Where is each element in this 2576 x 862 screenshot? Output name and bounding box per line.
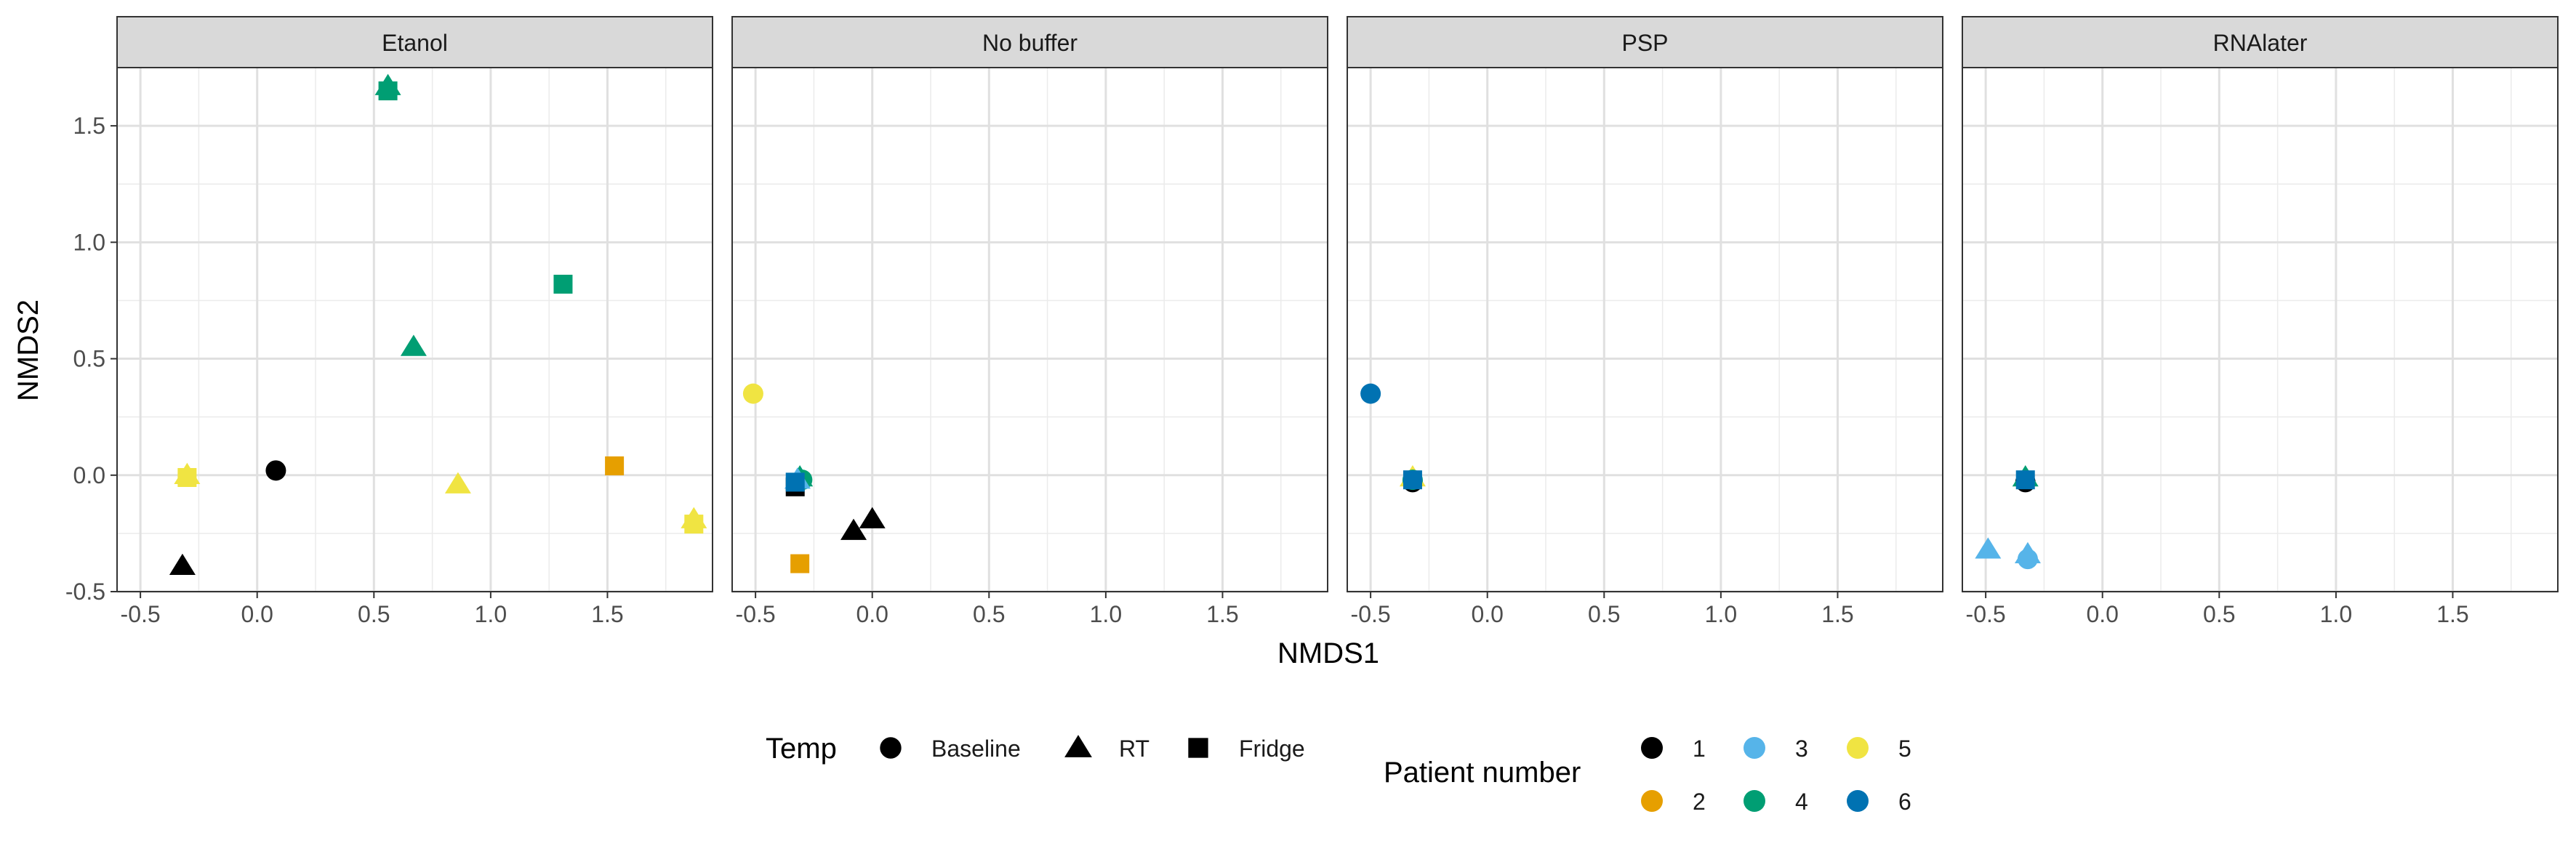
panel-background: [117, 68, 713, 592]
point-baseline-patient-6: [1360, 383, 1381, 404]
point-fridge-patient-2: [605, 456, 625, 475]
x-tick-label: 0.0: [1471, 601, 1503, 627]
legend-key-patient-6: [1847, 790, 1869, 812]
facet-strip: [1347, 16, 1943, 68]
x-tick-label: 0.5: [1588, 601, 1620, 627]
facet-strip-label: RNAlater: [2213, 30, 2308, 56]
x-tick-label: 0.5: [973, 601, 1005, 627]
x-tick-label: 1.5: [591, 601, 623, 627]
facet-strip: [731, 16, 1328, 68]
x-tick-label: 0.5: [2203, 601, 2235, 627]
panel-etanol: Etanol -0.5 0.0 0.5 1.0 1.5 -0.5 0.0 0.5 1.0 1.5: [65, 16, 713, 627]
color-legend-title: Patient number: [1384, 757, 1581, 789]
point-rt-patient-4: [400, 334, 427, 356]
point-fridge-patient-2: [790, 554, 810, 573]
axes-layer: NMDS1 NMDS2: [12, 299, 1379, 669]
x-tick-label: 0.0: [241, 601, 273, 627]
panel-rnalater: RNAlater -0.5 0.0 0.5 1.0 1.5: [1962, 16, 2559, 627]
legend-key-patient-4: [1744, 790, 1765, 812]
legend-key-patient-1: [1641, 737, 1663, 759]
legend-key-patient-3: [1744, 737, 1765, 759]
facet-strip-label: PSP: [1621, 30, 1668, 56]
legend-label-patient-5: 5: [1898, 736, 1911, 762]
x-tick-label: -0.5: [1966, 601, 2006, 627]
legend-key-patient-2: [1641, 790, 1663, 812]
x-tick-label: -0.5: [121, 601, 161, 627]
x-tick-label: -0.5: [1351, 601, 1391, 627]
legend-key-fridge: [1188, 738, 1208, 758]
point-rt-patient-1: [859, 507, 886, 528]
facet-strip-label: Etanol: [382, 30, 448, 56]
legend-label-patient-4: 4: [1795, 789, 1808, 815]
point-fridge-patient-6: [2015, 470, 2035, 490]
legend: Temp Patient number Baseline RT Fridge 1 2 3 4…: [766, 733, 1911, 815]
x-tick-label: 1.5: [1821, 601, 1853, 627]
point-rt-patient-5: [444, 472, 471, 494]
point-fridge-patient-6: [785, 472, 805, 492]
y-tick-label: 0.0: [73, 462, 105, 488]
legend-label-patient-2: 2: [1693, 789, 1706, 815]
panel-background: [1347, 68, 1943, 592]
shape-legend-title: Temp: [766, 733, 837, 765]
x-tick-label: 1.0: [1090, 601, 1122, 627]
legend-label-fridge: Fridge: [1239, 736, 1305, 762]
point-fridge-patient-5: [684, 515, 704, 534]
panel-background: [732, 68, 1328, 592]
legend-key-patient-5: [1847, 737, 1869, 759]
legend-label-patient-3: 3: [1795, 736, 1808, 762]
x-tick-label: 1.0: [1705, 601, 1737, 627]
point-fridge-patient-5: [177, 467, 197, 487]
facet-strip: [1962, 16, 2559, 68]
facet-strip-label: No buffer: [982, 30, 1078, 56]
point-fridge-patient-4: [378, 81, 398, 101]
x-tick-label: 0.5: [358, 601, 390, 627]
point-rt-patient-1: [840, 518, 867, 540]
panel-border: [1347, 67, 1943, 592]
x-tick-label: 0.0: [2086, 601, 2118, 627]
x-tick-label: 0.0: [856, 601, 888, 627]
legend-label-baseline: Baseline: [931, 736, 1021, 762]
y-tick-label: 0.5: [73, 346, 105, 372]
point-rt-patient-1: [169, 553, 196, 575]
point-fridge-patient-4: [553, 275, 573, 294]
panel-psp: PSP -0.5 0.0 0.5 1.0 1.5: [1347, 16, 1943, 627]
panel-border: [731, 67, 1328, 592]
legend-label-patient-6: 6: [1898, 789, 1911, 815]
panel-no-buffer: No buffer -0.5 0.0 0.5 1.0 1.5: [731, 16, 1328, 627]
x-tick-label: 1.0: [2320, 601, 2352, 627]
panels-layer: Etanol-0.5 0.0 0.5 1.0 1.5-0.50.00.51.01.5No…: [65, 16, 2559, 627]
point-baseline-patient-5: [742, 383, 763, 404]
x-tick-label: 1.5: [1206, 601, 1238, 627]
point-baseline-patient-1: [265, 460, 286, 481]
point-baseline-patient-3: [2017, 549, 2038, 570]
point-fridge-patient-6: [1403, 470, 1422, 490]
x-tick-label: -0.5: [736, 601, 776, 627]
y-tick-label: 1.0: [73, 229, 105, 255]
y-tick-label: -0.5: [65, 579, 105, 605]
legend-key-rt: [1064, 735, 1092, 757]
facet-strip: [116, 16, 713, 68]
legend-label-patient-1: 1: [1693, 736, 1706, 762]
x-tick-label: 1.5: [2436, 601, 2468, 627]
y-tick-label: 1.5: [73, 113, 105, 139]
point-rt-patient-3: [1975, 537, 2002, 559]
x-axis-title: NMDS1: [1277, 637, 1379, 669]
panel-border: [116, 67, 713, 592]
y-axis-title: NMDS2: [12, 299, 44, 401]
legend-label-rt: RT: [1119, 736, 1149, 762]
panel-background: [1962, 68, 2558, 592]
x-tick-label: 1.0: [475, 601, 507, 627]
panel-border: [1962, 67, 2559, 592]
legend-key-baseline: [880, 737, 902, 759]
